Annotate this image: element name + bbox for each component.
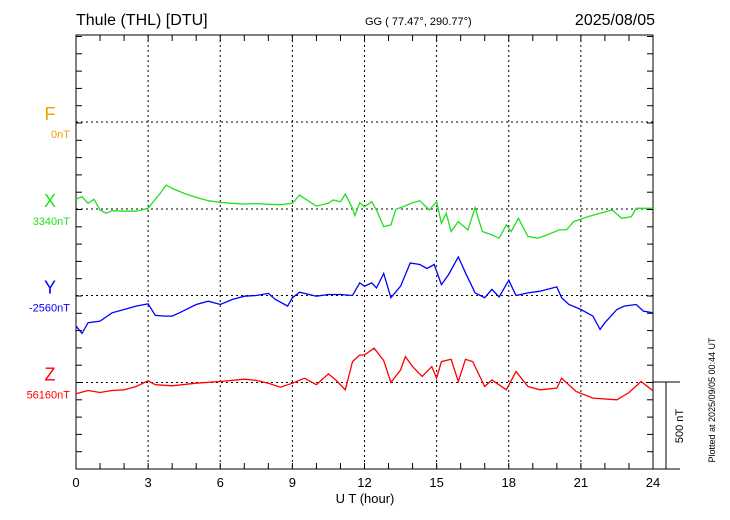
trace-x (75, 184, 653, 240)
x-tick-label: 15 (429, 475, 443, 490)
plotted-timestamp: Plotted at 2025/09/05 00:44 UT (707, 337, 717, 463)
x-tick-label: 9 (289, 475, 296, 490)
x-tick-label: 0 (72, 475, 79, 490)
component-name-z: Z (45, 365, 56, 385)
date-label: 2025/08/05 (575, 12, 655, 29)
axis-ticks (75, 35, 654, 470)
x-tick-label: 3 (145, 475, 152, 490)
plot-frame (75, 34, 654, 470)
x-tick-label: 12 (357, 475, 371, 490)
baseline-value-z: 56160nT (27, 390, 71, 402)
trace-z (75, 347, 654, 401)
scale-bar: 500 nT (653, 381, 686, 470)
station-title: Thule (THL) [DTU] (76, 12, 208, 29)
component-name-y: Y (44, 278, 56, 298)
trace-y (75, 255, 654, 335)
x-tick-label: 24 (646, 475, 660, 490)
component-name-x: X (44, 191, 56, 211)
scale-bar-label: 500 nT (674, 409, 686, 444)
traces (75, 184, 654, 401)
component-labels: F 0nT X 3340nT Y -2560nT Z 56160nT (27, 104, 71, 402)
component-name-f: F (45, 104, 56, 124)
x-tick-label: 6 (217, 475, 224, 490)
x-axis-label: U T (hour) (336, 491, 395, 506)
coordinates-label: GG ( 77.47°, 290.77°) (365, 16, 472, 28)
baseline-value-y: -2560nT (29, 303, 70, 315)
x-tick-label: 21 (574, 475, 588, 490)
baseline-value-x: 3340nT (33, 216, 71, 228)
baseline-value-f: 0nT (51, 129, 70, 141)
grid (76, 35, 653, 469)
x-tick-labels: 0 3 6 9 12 15 18 21 24 (72, 475, 660, 490)
x-tick-label: 18 (502, 475, 516, 490)
